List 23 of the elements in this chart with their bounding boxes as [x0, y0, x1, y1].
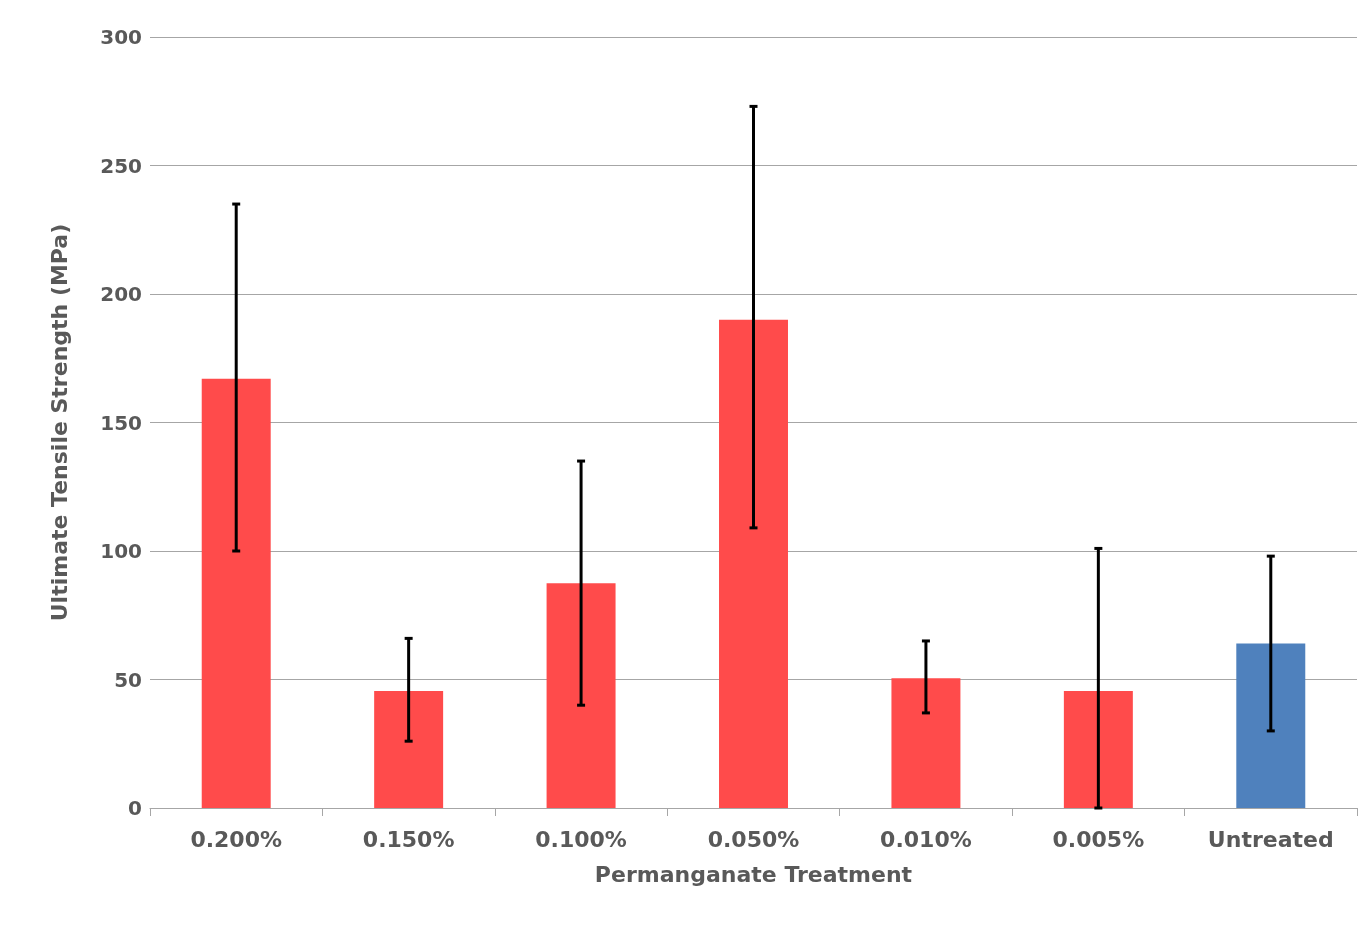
- x-tick-label: 0.150%: [362, 826, 455, 852]
- y-axis-title: Ultimate Tensile Strength (MPa): [46, 223, 72, 622]
- bar: [1063, 691, 1133, 808]
- x-tick-label: 0.005%: [1052, 826, 1145, 852]
- x-tick-label: 0.010%: [880, 826, 972, 852]
- x-tick-label: 0.200%: [190, 826, 283, 852]
- bar: [374, 691, 444, 808]
- y-tick-label: 0: [128, 796, 142, 820]
- y-tick-label: 200: [100, 282, 142, 306]
- bar: [719, 319, 788, 808]
- x-tick-label: Untreated: [1207, 826, 1334, 852]
- bar: [201, 378, 271, 808]
- y-tick-label: 100: [100, 539, 142, 563]
- bar: [546, 583, 616, 808]
- bar: [891, 678, 961, 808]
- y-tick-label: 50: [114, 667, 142, 692]
- x-tick-label: 0.050%: [707, 826, 800, 852]
- x-tick-label: 0.100%: [535, 826, 627, 852]
- y-tick-label: 250: [100, 153, 142, 178]
- x-axis-title: Permanganate Treatment: [594, 861, 913, 887]
- y-tick-label: 150: [100, 410, 142, 435]
- y-tick-label: 300: [100, 25, 142, 49]
- bar: [1236, 643, 1306, 808]
